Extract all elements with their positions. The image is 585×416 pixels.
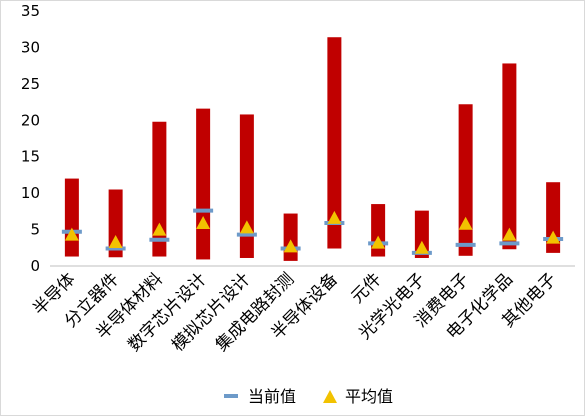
legend-average-label: 平均值	[345, 387, 393, 406]
range-bar	[502, 63, 517, 250]
y-axis-ticks: 0 5 10 15 20 25 30 35	[21, 2, 40, 275]
legend: 当前值 平均值	[224, 387, 393, 406]
range-bar	[108, 189, 123, 258]
average-value-marker	[239, 220, 254, 234]
range-bar	[239, 114, 254, 258]
range-bar	[546, 182, 561, 253]
y-tick-label: 35	[21, 2, 40, 20]
range-bar	[283, 213, 298, 261]
range-bar	[414, 210, 429, 258]
y-tick-label: 30	[21, 38, 40, 56]
average-value-marker	[64, 227, 79, 241]
average-value-marker	[414, 240, 429, 254]
y-tick-label: 25	[21, 75, 40, 93]
range-bars	[64, 37, 561, 261]
average-value-markers	[64, 210, 561, 254]
y-tick-label: 10	[21, 184, 40, 202]
legend-current-label: 当前值	[248, 387, 296, 406]
range-bar	[458, 104, 473, 256]
range-bar	[152, 121, 167, 257]
y-tick-label: 15	[21, 148, 40, 166]
average-value-marker	[283, 239, 298, 253]
y-tick-label: 5	[30, 221, 40, 239]
y-tick-label: 20	[21, 111, 40, 129]
average-value-marker	[196, 216, 211, 230]
average-value-marker	[327, 210, 342, 224]
average-value-marker	[108, 234, 123, 248]
range-bar	[327, 37, 342, 249]
y-tick-label: 0	[30, 257, 40, 275]
legend-average-swatch	[323, 390, 337, 403]
x-category-label: 元件	[347, 269, 385, 307]
average-value-marker	[152, 222, 167, 236]
average-value-marker	[546, 230, 561, 244]
range-bar	[64, 178, 79, 257]
average-value-marker	[371, 235, 386, 249]
current-value-markers	[61, 208, 564, 255]
average-value-marker	[502, 227, 517, 241]
average-value-marker	[458, 216, 473, 230]
range-bar	[196, 108, 211, 260]
